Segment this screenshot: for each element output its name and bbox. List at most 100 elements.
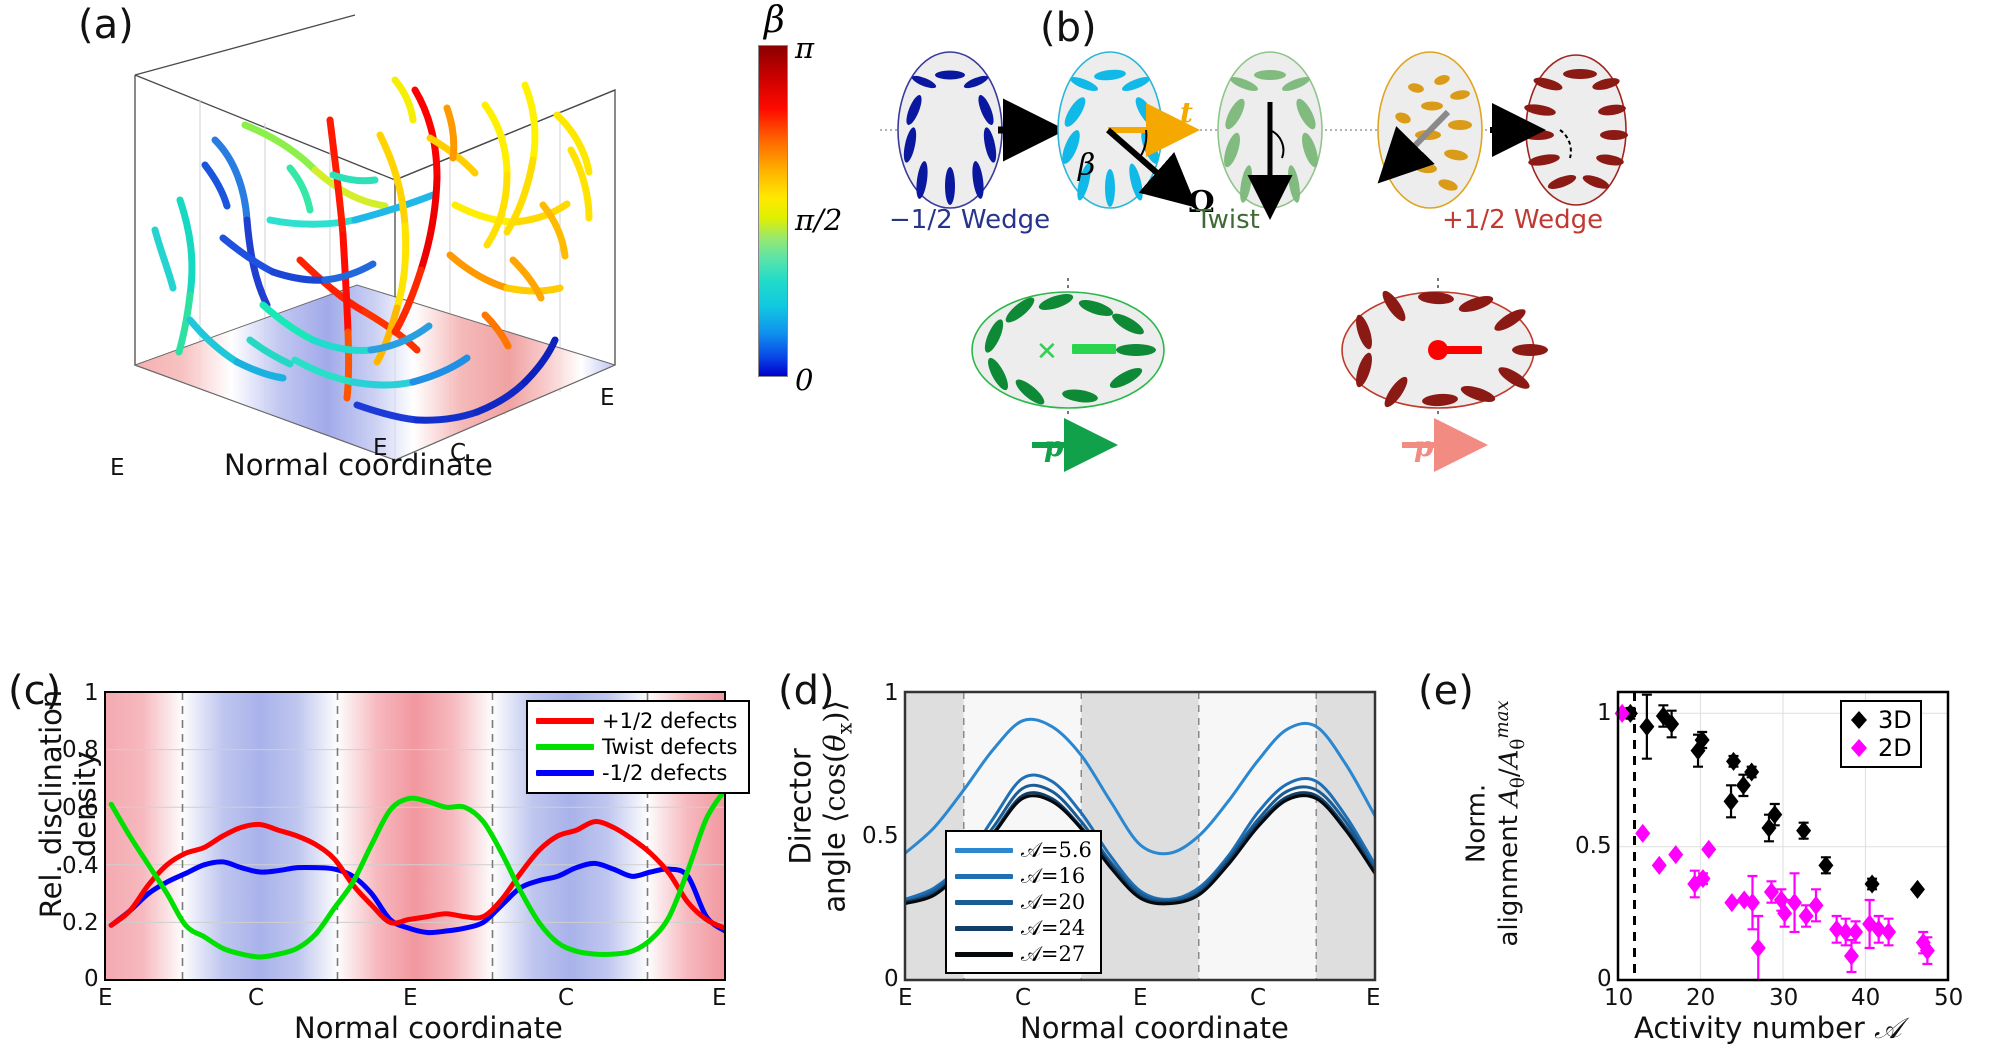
panel-d-xtick-C2: C [1250,985,1267,1011]
bottom-green-defect: ✕ [971,278,1165,472]
panel-e-marker-2d [1750,938,1766,958]
panel-e-ytick-1: 1 [1597,700,1612,726]
panel-e-marker-3d [1622,703,1638,723]
label-minus-half-wedge: −1/2 Wedge [889,205,1051,235]
legend-label-A56: 𝒜=5.6 [1021,837,1092,862]
t-annotation: t [1180,96,1193,129]
panel-e-marker-2d [1838,922,1854,942]
beta-annotation: β [1078,148,1096,183]
panel-b-label: (b) [1040,5,1097,51]
panel-e-ylabel-text: Norm. alignment [1461,783,1525,947]
legend-label-A27: 𝒜=27 [1021,941,1086,966]
panel-e-ytick-05: 0.5 [1575,833,1612,859]
panel-e-marker-3d [1796,821,1812,841]
legend-item-twist: Twist defects [536,734,738,760]
panel-e-marker-3d [1726,751,1741,771]
panel-e-xlabel-math: 𝒜 [1874,1011,1902,1045]
panel-c-xtick-E3: E [712,985,727,1011]
panel-d-ytick-05: 0.5 [862,823,899,849]
legend-item-A27: 𝒜=27 [955,941,1092,967]
label-twist: Twist [1196,205,1260,235]
panel-e-marker-3d [1744,762,1760,782]
panel-e-marker-3d [1694,730,1710,750]
panel-c-ytick-1: 1 [84,680,99,706]
panel-e-marker-3d [1818,855,1834,875]
svg-text:✕: ✕ [1036,337,1058,367]
panel-d-label: (d) [778,668,835,714]
panel-b-svg: ✕ [880,51,1628,472]
panel-d-xlabel: Normal coordinate [1020,1011,1289,1045]
omega-vector-arrow [1106,127,1198,208]
panel-c-ytick-02: 0.2 [62,910,99,936]
legend-swatch-A27 [955,951,1013,957]
panel-c-line--1-2-defects [108,819,725,931]
panel-c-xlabel: Normal coordinate [294,1011,563,1045]
panel-e-marker-2d [1843,946,1859,966]
panel-c-ytick-04: 0.4 [62,853,99,879]
panel-c-xtick-C2: C [558,985,575,1011]
legend-swatch-plus-half [536,718,594,724]
panel-d-line--5.6 [905,717,1375,856]
panel-a-colorbar [758,45,788,377]
legend-item-A16: 𝒜=16 [955,863,1092,889]
legend-swatch-twist [536,744,594,750]
panel-e-marker-2d [1798,906,1814,926]
panel-e-marker-3d [1664,714,1680,734]
legend-diamond-2d-icon [1851,739,1867,757]
panel-e-xlabel: Activity number 𝒜 [1634,1011,1902,1046]
legend-item-3d: 3D [1848,706,1912,734]
panel-e-marker-2d [1724,893,1740,913]
twist-ellipse [1217,51,1323,220]
red-p-label: p [1414,430,1434,463]
legend-label-2d: 2D [1878,734,1912,762]
panel-e-marker-3d [1909,879,1925,899]
panel-e-marker-2d [1881,922,1897,942]
legend-label-3d: 3D [1878,706,1912,734]
floor-plane [133,284,617,461]
legend-label-plus-half: +1/2 defects [602,709,738,733]
legend-item-A24: 𝒜=24 [955,915,1092,941]
legend-swatch-minus-half [536,770,594,776]
panel-e-legend: 3D 2D [1840,700,1922,768]
panel-e-marker-3d [1690,741,1706,761]
colorbar-gradient [758,45,788,377]
panel-e-xtick-10: 10 [1604,985,1634,1011]
green-core-markers: ✕ [1036,337,1116,367]
panel-d-ytick-1: 1 [884,680,899,706]
panel-d-xtick-C1: C [1015,985,1032,1011]
panel-a-tick-E-right: E [600,385,615,411]
transition-arrow [1377,109,1451,184]
legend-diamond-3d-icon [1851,711,1867,729]
panel-a-plot: E C E E [95,14,735,490]
legend-label-A20: 𝒜=20 [1021,889,1086,914]
panel-e-marker-2d [1871,919,1887,939]
panel-e-marker-3d [1723,791,1739,811]
label-plus-half-wedge: +1/2 Wedge [1442,205,1604,235]
panel-c-xtick-E2: E [403,985,418,1011]
panel-d-legend: 𝒜=5.6 𝒜=16 𝒜=20 𝒜=24 𝒜=27 [945,830,1102,974]
colorbar-tick-zero: 0 [795,363,814,397]
legend-item-plus-half: +1/2 defects [536,708,738,734]
panel-e-series-group [1614,693,1935,982]
panel-e-xtick-20: 20 [1686,985,1716,1011]
twist-angle-arc [1269,129,1285,159]
panel-e-marker-3d [1767,805,1783,825]
colorbar-title: β [764,0,785,41]
panel-c-xtick-E1: E [98,985,113,1011]
legend-item-2d: 2D [1848,734,1912,762]
panel-a-xlabel: Normal coordinate [224,448,493,482]
panel-d-xtick-E1: E [898,985,913,1011]
wedge-transition-ellipse [1377,51,1483,209]
panel-c-ytick-0: 0 [84,966,99,992]
panel-e-marker-2d [1848,922,1864,942]
legend-item-minus-half: -1/2 defects [536,760,738,786]
panel-e-marker-2d [1919,941,1935,961]
panel-a-axis-ticks: E C E E [110,385,615,481]
panel-c-ytick-06: 0.6 [62,795,99,821]
panel-e-ylabel-math: Aθ/Aθmax [1491,700,1529,807]
panel-e-label: (e) [1418,668,1474,714]
panel-a-tick-E-mid: E [373,435,388,461]
panel-c-line-twist-defects [108,787,725,960]
panel-e-marker-2d [1651,855,1667,875]
panel-e-xlabel-text: Activity number [1634,1011,1875,1045]
